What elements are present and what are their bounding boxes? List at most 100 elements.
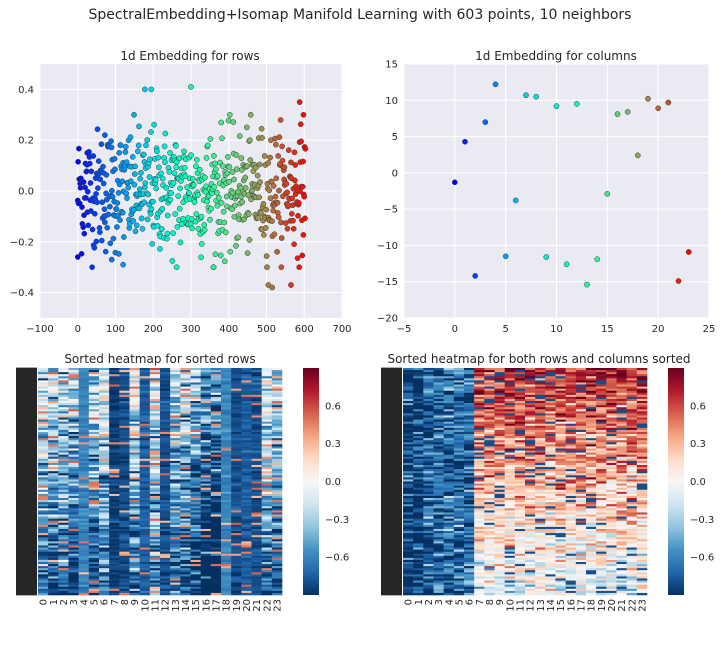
heatmap-sorted-rows-cell [271, 483, 283, 486]
heatmap-sorted-rows-cell [261, 396, 273, 400]
heatmap-both-sorted-cell [535, 493, 546, 497]
heatmap-sorted-rows-cell [129, 403, 140, 406]
heatmap-both-sorted-cell [453, 510, 465, 513]
heatmap-sorted-rows-cell [200, 372, 212, 375]
heatmap-sorted-rows-cell [38, 458, 49, 462]
heatmap-both-sorted-cell [514, 390, 526, 394]
heatmap-sorted-rows-cell [200, 551, 212, 555]
heatmap-sorted-rows-cell [139, 413, 151, 416]
heatmap-sorted-rows-cell [129, 452, 140, 455]
heatmap-sorted-rows-cell [190, 394, 201, 398]
heatmap-both-sorted-cell [433, 574, 444, 577]
heatmap-both-sorted-cell [474, 586, 485, 590]
heatmap-both-sorted-cell [403, 576, 414, 579]
heatmap-sorted-rows-cell [180, 477, 191, 480]
heatmap-sorted-rows-cell [200, 535, 212, 538]
heatmap-sorted-rows-cell [99, 592, 110, 596]
heatmap-sorted-rows-cell [68, 510, 79, 513]
heatmap-sorted-rows-cell [271, 574, 283, 577]
heatmap-both-sorted-cell [423, 384, 434, 387]
heatmap-sorted-rows-cell [68, 450, 79, 453]
heatmap-sorted-rows-cell [170, 467, 181, 470]
heatmap-sorted-rows-cell [200, 431, 212, 435]
heatmap-both-sorted-cell [514, 436, 526, 439]
heatmap-both-sorted-cell [464, 370, 475, 373]
heatmap-sorted-rows-cell [271, 485, 283, 488]
heatmap-sorted-rows-cell [271, 444, 283, 447]
rows-embedding-point [75, 158, 81, 165]
heatmap-both-sorted-cell [453, 559, 465, 563]
heatmap-both-sorted-cell [514, 388, 526, 391]
heatmap-both-sorted-cell [494, 431, 505, 435]
heatmap-both-sorted-cell [514, 518, 526, 522]
heatmap-sorted-rows-cell [149, 553, 161, 557]
heatmap-sorted-rows-cell [261, 522, 273, 526]
heatmap-both-sorted-cell [413, 374, 424, 377]
heatmap-sorted-rows-cell [99, 415, 110, 418]
heatmap-both-sorted-cell [433, 553, 444, 557]
heatmap-sorted-rows-cell [251, 382, 262, 385]
heatmap-both-sorted-cell [413, 557, 424, 561]
heatmap-sorted-rows-cell [210, 566, 222, 569]
heatmap-both-sorted-cell [464, 481, 475, 484]
heatmap-sorted-rows-cell [68, 514, 79, 517]
heatmap-both-sorted-cell [484, 405, 495, 408]
heatmap-sorted-rows-cell [99, 500, 110, 503]
heatmap-both-sorted-cell [403, 526, 414, 530]
heatmap-sorted-rows-cell [149, 479, 161, 482]
heatmap-sorted-rows-cell [139, 510, 151, 513]
heatmap-both-sorted-cell [535, 479, 546, 482]
heatmap-sorted-rows-cell [88, 510, 100, 513]
rows-embedding-point [169, 258, 176, 264]
heatmap-sorted-rows-cell [251, 469, 262, 472]
heatmap-sorted-rows-cell [210, 535, 222, 538]
heatmap-sorted-rows-cell [119, 570, 130, 573]
heatmap-both-sorted-cell [453, 561, 465, 565]
heatmap-sorted-rows-cell [149, 370, 161, 373]
heatmap-sorted-rows-cell [119, 586, 130, 590]
heatmap-sorted-rows-cell [180, 498, 191, 501]
heatmap-sorted-rows-cell [231, 471, 242, 474]
heatmap-sorted-rows-cell [271, 495, 283, 499]
heatmap-both-sorted-cell [464, 479, 475, 482]
rows-embedding-point [167, 150, 173, 156]
heatmap-both-sorted-cell [514, 485, 526, 488]
heatmap-sorted-rows-cell [241, 535, 252, 538]
rows-embedding-point [233, 152, 240, 158]
heatmap-both-sorted-cell [464, 574, 475, 577]
heatmap-sorted-rows-cell [58, 390, 69, 394]
heatmap-sorted-rows-cell [190, 392, 201, 396]
heatmap-both-sorted-cell [433, 557, 444, 561]
heatmap-sorted-rows-cell [251, 541, 262, 544]
heatmap-both-sorted-cell [433, 442, 444, 445]
heatmap-sorted-rows-cell [99, 427, 110, 431]
heatmap-sorted-rows-cell [271, 403, 283, 406]
heatmap-sorted-rows-cell [99, 454, 110, 458]
heatmap-sorted-rows-cell [221, 378, 232, 381]
heatmap-both-sorted-cell [423, 588, 434, 592]
heatmap-sorted-rows-cell [221, 586, 232, 590]
heatmap-both-sorted-cell [413, 485, 424, 488]
heatmap-both-sorted-cell [423, 446, 434, 449]
rows-embedding-point [94, 126, 101, 133]
heatmap-sorted-rows-cell [99, 512, 110, 515]
heatmap-sorted-rows-cell [251, 471, 262, 474]
heatmap-both-sorted-cell [403, 559, 414, 563]
heatmap-both-sorted-cell [453, 502, 465, 505]
heatmap-sorted-rows-cell [139, 473, 151, 476]
heatmap-sorted-rows-cell [119, 584, 130, 588]
heatmap-both-sorted-cell [403, 479, 414, 482]
heatmap-sorted-rows-cell [68, 485, 79, 488]
heatmap-sorted-rows-cell [109, 500, 120, 503]
heatmap-sorted-rows-cell [149, 495, 161, 499]
heatmap-both-sorted-cell [514, 555, 526, 559]
heatmap-sorted-rows-cell [58, 518, 69, 522]
heatmap-sorted-rows-cell [160, 485, 171, 488]
heatmap-both-sorted-cell [453, 570, 465, 573]
heatmap-sorted-rows-cell [160, 502, 171, 505]
heatmap-sorted-rows-cell [129, 580, 140, 583]
heatmap-sorted-rows-cell [251, 559, 262, 563]
rows-embedding-point [233, 166, 240, 172]
heatmap-sorted-rows-cell [78, 516, 90, 519]
heatmap-both-sorted-cell [413, 471, 424, 474]
